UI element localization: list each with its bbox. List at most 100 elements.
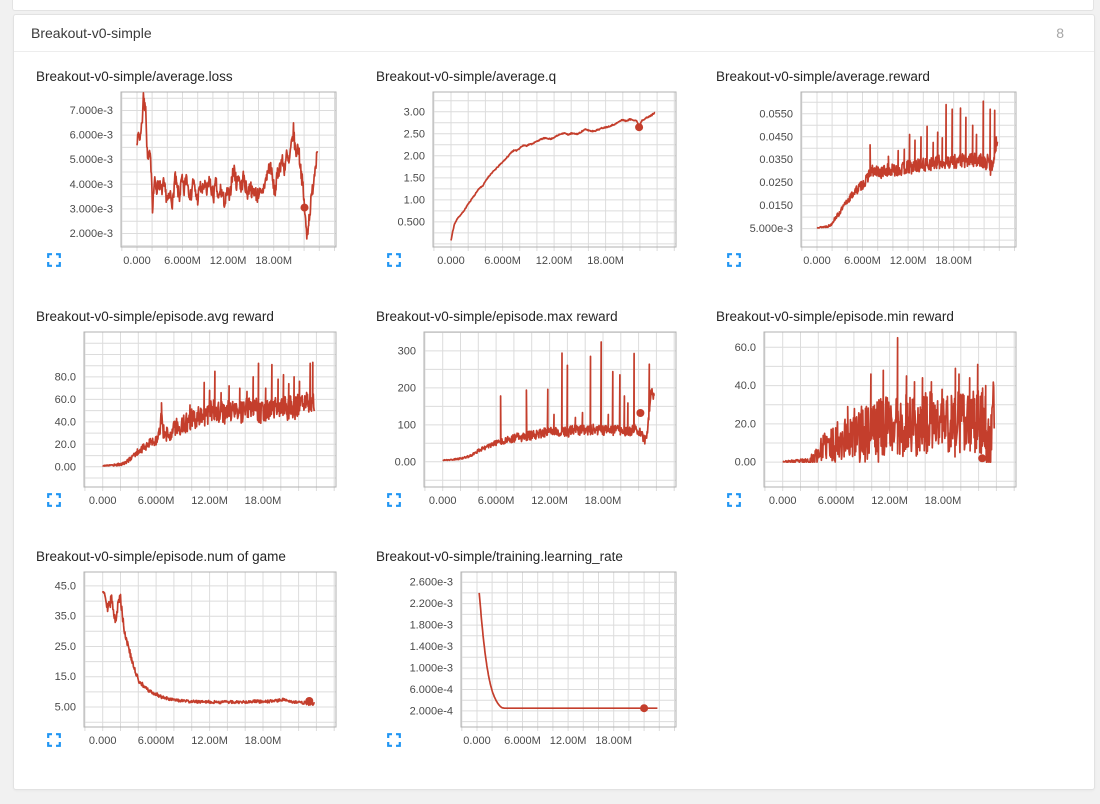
svg-text:60.0: 60.0 [735,342,756,354]
series-line [442,341,656,462]
expand-chart-button[interactable] [47,493,61,507]
chart-card-average-q: Breakout-v0-simple/average.q 3.00 2.50 2.0… [361,61,701,301]
line-chart-svg[interactable]: 7.000e-3 6.000e-3 5.000e-3 4.000e-3 3.000e-3… [21,88,351,268]
scalar-section-card: Breakout-v0-simple 8 Breakout-v0-simple/… [13,14,1095,790]
svg-text:1.50: 1.50 [404,172,425,184]
svg-text:6.000e-3: 6.000e-3 [70,130,113,142]
previous-section-bottom-edge [12,0,1094,11]
line-chart-svg[interactable]: 3.00 2.50 2.00 1.50 1.00 0.500 0.000 6.000M 12.0… [361,88,691,268]
line-chart-svg[interactable]: 60.0 40.0 20.0 0.00 0.000 6.000M 12.00M 18.00M [701,328,1031,508]
chart-plot[interactable]: 2.600e-3 2.200e-3 1.800e-3 1.400e-3 1.000e-3… [361,568,701,753]
svg-text:18.00M: 18.00M [245,495,282,507]
svg-text:12.00M: 12.00M [191,495,228,507]
series-line [101,590,316,707]
svg-text:6.000M: 6.000M [138,735,175,747]
svg-text:0.0450: 0.0450 [759,131,793,143]
svg-text:0.000: 0.000 [463,735,491,747]
svg-text:2.200e-3: 2.200e-3 [410,598,453,610]
chart-plot[interactable]: 0.0550 0.0450 0.0350 0.0250 0.0150 5.000e-3 0.… [701,88,1041,273]
svg-text:18.00M: 18.00M [585,495,622,507]
svg-text:12.00M: 12.00M [550,735,587,747]
expand-chart-button[interactable] [727,493,741,507]
svg-text:0.00: 0.00 [735,457,756,469]
section-header[interactable]: Breakout-v0-simple 8 [14,15,1094,52]
svg-text:0.000: 0.000 [89,495,117,507]
svg-text:25.0: 25.0 [55,641,76,653]
svg-text:0.000: 0.000 [89,735,117,747]
svg-text:6.000e-4: 6.000e-4 [410,684,453,696]
line-chart-svg[interactable]: 2.600e-3 2.200e-3 1.800e-3 1.400e-3 1.000e-3… [361,568,691,748]
expand-icon [47,253,61,267]
line-chart-svg[interactable]: 80.0 60.0 40.0 20.0 0.00 0.000 6.000M 12.00M 18.… [21,328,351,508]
line-chart-svg[interactable]: 45.0 35.0 25.0 15.0 5.00 0.000 6.000M 12.00M 18.… [21,568,351,748]
svg-text:35.0: 35.0 [55,611,76,623]
svg-text:45.0: 45.0 [55,580,76,592]
chart-card-training-learning-rate: Breakout-v0-simple/training.learning_rat… [361,541,701,781]
svg-text:20.0: 20.0 [55,439,76,451]
svg-text:3.00: 3.00 [404,106,425,118]
svg-text:12.00M: 12.00M [890,255,927,267]
svg-text:12.00M: 12.00M [536,255,573,267]
svg-text:60.0: 60.0 [55,394,76,406]
line-chart-svg[interactable]: 300 200 100 0.00 0.000 6.000M 12.00M 18.00M [361,328,691,508]
expand-chart-button[interactable] [47,253,61,267]
chart-plot[interactable]: 7.000e-3 6.000e-3 5.000e-3 4.000e-3 3.000e-3… [21,88,361,273]
charts-grid: Breakout-v0-simple/average.loss 7.000e-3… [14,52,1094,781]
series-line [816,100,999,229]
chart-plot[interactable]: 80.0 60.0 40.0 20.0 0.00 0.000 6.000M 12.00M 18.… [21,328,361,513]
svg-text:2.50: 2.50 [404,128,425,140]
chart-title: Breakout-v0-simple/episode.min reward [716,309,954,324]
svg-text:4.000e-3: 4.000e-3 [70,179,113,191]
section-chart-count: 8 [1056,25,1064,41]
svg-text:18.00M: 18.00M [587,255,624,267]
svg-text:80.0: 80.0 [55,371,76,383]
svg-text:12.00M: 12.00M [210,255,247,267]
svg-text:3.000e-3: 3.000e-3 [70,203,113,215]
series-line [136,92,319,240]
svg-text:1.400e-3: 1.400e-3 [410,641,453,653]
expand-icon [387,253,401,267]
svg-text:20.0: 20.0 [735,418,756,430]
series-line [450,111,656,241]
latest-point-marker [636,409,645,417]
svg-text:0.0550: 0.0550 [759,108,793,120]
svg-text:18.00M: 18.00M [255,255,292,267]
svg-text:12.00M: 12.00M [531,495,568,507]
svg-text:0.000: 0.000 [429,495,457,507]
svg-text:0.00: 0.00 [55,461,76,473]
svg-text:15.0: 15.0 [55,671,76,683]
chart-card-episode-num-of-game: Breakout-v0-simple/episode.num of game 4… [21,541,361,781]
latest-point-marker [978,454,987,463]
svg-text:6.000M: 6.000M [138,495,175,507]
chart-title: Breakout-v0-simple/average.q [376,69,557,84]
chart-card-episode-avg-reward: Breakout-v0-simple/episode.avg reward 80… [21,301,361,541]
chart-plot[interactable]: 300 200 100 0.00 0.000 6.000M 12.00M 18.00M [361,328,701,513]
line-chart-svg[interactable]: 0.0550 0.0450 0.0350 0.0250 0.0150 5.000e-3 0.… [701,88,1031,268]
chart-plot[interactable]: 45.0 35.0 25.0 15.0 5.00 0.000 6.000M 12.00M 18.… [21,568,361,753]
expand-chart-button[interactable] [387,253,401,267]
chart-title: Breakout-v0-simple/average.loss [36,69,233,84]
chart-card-episode-max-reward: Breakout-v0-simple/episode.max reward 30… [361,301,701,541]
svg-text:0.000: 0.000 [437,255,465,267]
svg-text:0.000: 0.000 [769,495,797,507]
series-line [478,592,658,710]
svg-text:6.000M: 6.000M [164,255,201,267]
svg-text:40.0: 40.0 [735,380,756,392]
svg-text:6.000M: 6.000M [478,495,515,507]
expand-chart-button[interactable] [387,493,401,507]
svg-text:5.000e-3: 5.000e-3 [750,223,793,235]
svg-text:6.000M: 6.000M [818,495,855,507]
expand-chart-button[interactable] [387,733,401,747]
latest-point-marker [635,123,644,132]
svg-text:0.000: 0.000 [803,255,831,267]
expand-chart-button[interactable] [47,733,61,747]
latest-point-marker [640,704,649,713]
chart-plot[interactable]: 3.00 2.50 2.00 1.50 1.00 0.500 0.000 6.000M 12.0… [361,88,701,273]
chart-card-episode-min-reward: Breakout-v0-simple/episode.min reward 60… [701,301,1041,541]
expand-icon [727,253,741,267]
svg-text:18.00M: 18.00M [245,735,282,747]
chart-plot[interactable]: 60.0 40.0 20.0 0.00 0.000 6.000M 12.00M 18.00M [701,328,1041,513]
expand-chart-button[interactable] [727,253,741,267]
svg-text:100: 100 [398,419,416,431]
series-line [102,361,316,467]
